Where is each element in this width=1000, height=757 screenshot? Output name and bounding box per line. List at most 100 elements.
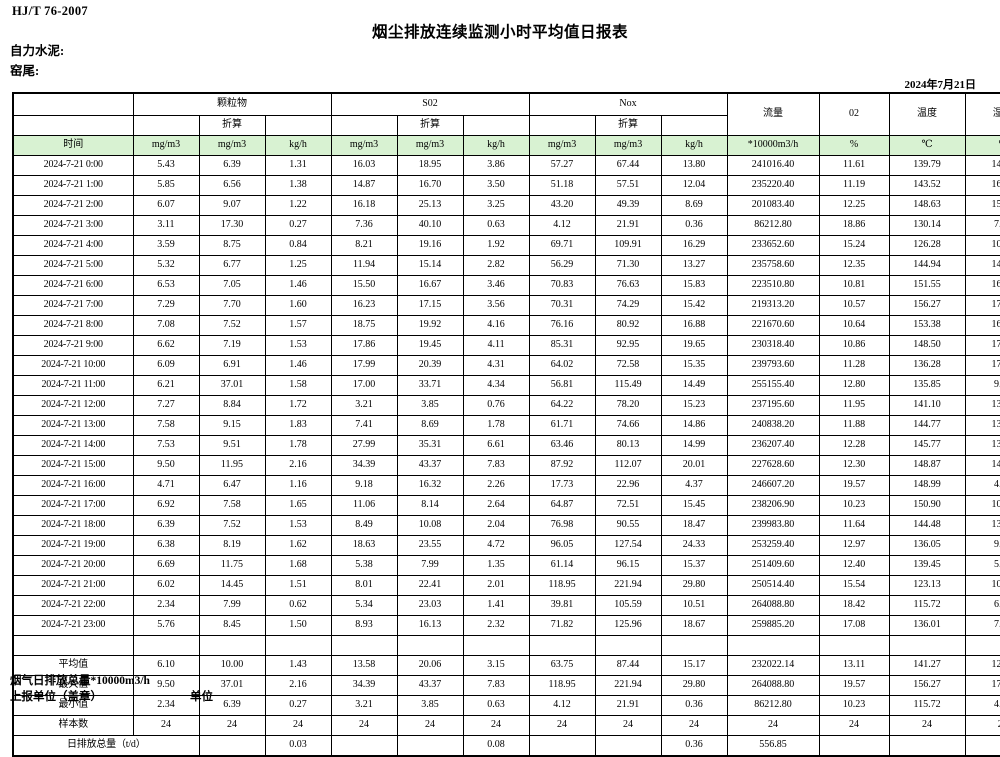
cell-value: 72.51 [594, 494, 662, 516]
cell-value: 15.37 [660, 554, 728, 576]
cell-value: 1.31 [264, 154, 332, 176]
cell-value: 0.84 [264, 234, 332, 256]
cell-value: 251409.60 [726, 554, 820, 576]
cell-value: 16.70 [396, 174, 464, 196]
cell-value: 10.23 [818, 494, 890, 516]
cell-value: 15.45 [660, 494, 728, 516]
cell-value: 3.15 [462, 654, 530, 676]
cell-value: 148.87 [888, 454, 966, 476]
cell-value: 3.56 [462, 294, 530, 316]
cell-value: 22.41 [396, 574, 464, 596]
cell-value: 76.16 [528, 314, 596, 336]
table-header: 颗粒物 S02 Nox 流量 02 温度 湿度 折算 折算 折算 [12, 92, 1000, 156]
total-cell-value [198, 734, 266, 756]
cell-value: 9.50 [132, 454, 200, 476]
cell-timestamp: 2024-7-21 13:00 [12, 414, 134, 436]
cell-value: 144.77 [888, 414, 966, 436]
cell-value: 8.69 [660, 194, 728, 216]
cell-value: 56.29 [528, 254, 596, 276]
cell-value: 259885.20 [726, 614, 820, 636]
cell-value: 86212.80 [726, 694, 820, 716]
cell-value: 151.55 [888, 274, 966, 296]
cell-value: 15.14 [396, 254, 464, 276]
cell-value: 241016.40 [726, 154, 820, 176]
cell-value: 130.14 [888, 214, 966, 236]
cell-value: 1.46 [264, 274, 332, 296]
cell-value: 7.58 [198, 494, 266, 516]
cell-value: 201083.40 [726, 194, 820, 216]
cell-value: 64.22 [528, 394, 596, 416]
data-row: 2024-7-21 11:00 6.21 37.01 1.58 17.00 33.71 4.… [12, 374, 1000, 396]
header-sub-blank-time [12, 114, 134, 136]
data-row: 2024-7-21 9:00 6.62 7.19 1.53 17.86 19.45 4.11… [12, 334, 1000, 356]
cell-value: 17.03 [964, 334, 1000, 356]
cell-value: 118.95 [528, 574, 596, 596]
cell-value: 253259.40 [726, 534, 820, 556]
cell-value: 19.57 [818, 674, 890, 696]
header-sub-so2-converted: 折算 [396, 114, 464, 136]
cell-value: 6.61 [462, 434, 530, 456]
header-group-temperature: 温度 [888, 92, 966, 136]
cell-value: 1.51 [264, 574, 332, 596]
cell-value: 4.90 [964, 474, 1000, 496]
cell-value: 7.27 [132, 394, 200, 416]
cell-value: 13.80 [660, 154, 728, 176]
cell-timestamp: 2024-7-21 5:00 [12, 254, 134, 276]
cell-value: 5.32 [132, 254, 200, 276]
header-row-units: 时间 mg/m3 mg/m3 kg/h mg/m3 mg/m3 kg/h mg/… [12, 134, 1000, 156]
cell-value: 18.86 [818, 214, 890, 236]
cell-value: 6.47 [198, 474, 266, 496]
cell-value: 1.62 [264, 534, 332, 556]
cell-value: 16.29 [660, 234, 728, 256]
cell-value: 56.81 [528, 374, 596, 396]
cell-value: 15.51 [964, 194, 1000, 216]
cell-value: 24.33 [660, 534, 728, 556]
cell-value: 6.62 [132, 334, 200, 356]
cell-value: 8.01 [330, 574, 398, 596]
cell-value: 6.39 [198, 154, 266, 176]
cell-value: 12.28 [818, 434, 890, 456]
cell-value: 10.23 [818, 694, 890, 716]
cell-value: 7.07 [964, 614, 1000, 636]
cell-value: 10.44 [964, 574, 1000, 596]
cell-value: 1.46 [264, 354, 332, 376]
cell-value: 17.00 [330, 374, 398, 396]
header-row-groups: 颗粒物 S02 Nox 流量 02 温度 湿度 [12, 92, 1000, 136]
cell-value: 11.28 [818, 354, 890, 376]
cell-value: 7.36 [330, 214, 398, 236]
cell-value: 24 [818, 714, 890, 736]
cell-value [132, 634, 200, 656]
header-blank-time [12, 92, 134, 116]
cell-value: 14.45 [198, 574, 266, 596]
summary-row: 平均值 6.10 10.00 1.43 13.58 20.06 3.15 63.75 87.44… [12, 654, 1000, 676]
cell-timestamp: 2024-7-21 23:00 [12, 614, 134, 636]
cell-value: 11.61 [818, 154, 890, 176]
cell-value: 7.53 [132, 434, 200, 456]
cell-value: 3.85 [396, 394, 464, 416]
cell-value: 74.66 [594, 414, 662, 436]
cell-value: 4.90 [964, 694, 1000, 716]
table-body: 2024-7-21 0:00 5.43 6.39 1.31 16.03 18.95 3.86… [12, 154, 1000, 756]
cell-value: 115.72 [888, 594, 966, 616]
cell-value: 3.86 [462, 154, 530, 176]
cell-value: 239983.80 [726, 514, 820, 536]
cell-value: 18.95 [396, 154, 464, 176]
cell-value: 18.47 [660, 514, 728, 536]
total-cell-value: 556.85 [726, 734, 820, 756]
cell-value: 16.63 [964, 314, 1000, 336]
header-sub-particulate-raw [132, 114, 200, 136]
data-row: 2024-7-21 22:00 2.34 7.99 0.62 5.34 23.03 1.41… [12, 594, 1000, 616]
cell-value: 11.64 [818, 514, 890, 536]
cell-value: 3.46 [462, 274, 530, 296]
data-row: 2024-7-21 23:00 5.76 8.45 1.50 8.93 16.13 2.32… [12, 614, 1000, 636]
cell-value: 14.07 [964, 454, 1000, 476]
cell-value: 20.39 [396, 354, 464, 376]
cell-value: 139.45 [888, 554, 966, 576]
cell-value: 233652.60 [726, 234, 820, 256]
cell-value: 14.49 [660, 374, 728, 396]
cell-value: 17.30 [198, 214, 266, 236]
cell-value: 112.07 [594, 454, 662, 476]
cell-value: 24 [264, 714, 332, 736]
cell-value: 1.16 [264, 474, 332, 496]
cell-value: 15.42 [660, 294, 728, 316]
